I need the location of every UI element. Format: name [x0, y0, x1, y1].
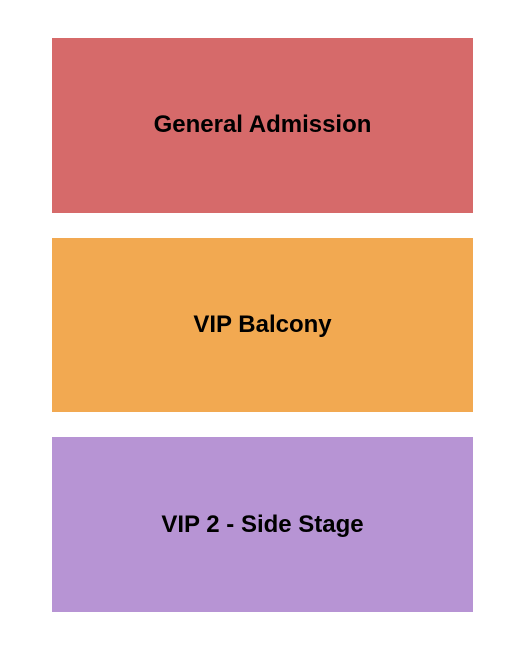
section-general-admission[interactable]: General Admission	[52, 38, 473, 213]
section-vip-balcony[interactable]: VIP Balcony	[52, 238, 473, 413]
section-label: VIP 2 - Side Stage	[161, 511, 363, 539]
section-label: VIP Balcony	[193, 311, 331, 339]
section-vip-side-stage[interactable]: VIP 2 - Side Stage	[52, 437, 473, 612]
section-label: General Admission	[154, 111, 372, 139]
